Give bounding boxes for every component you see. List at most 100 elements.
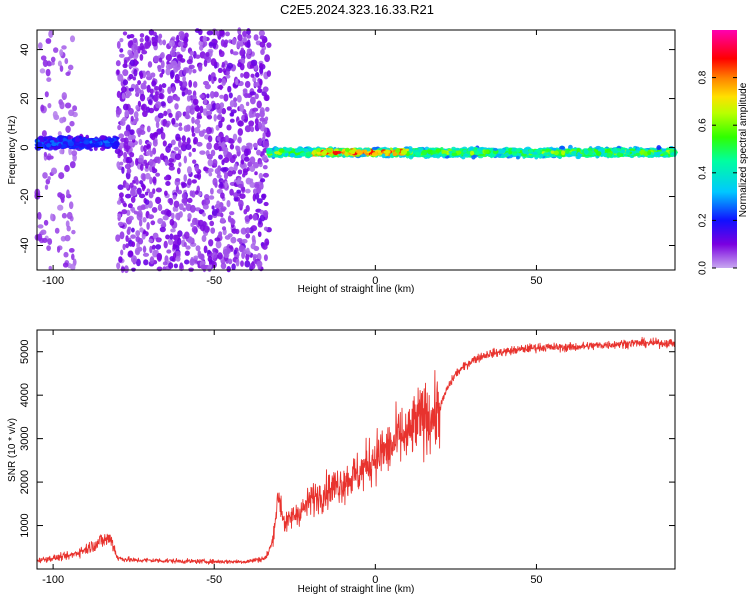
- heatmap-cell: [194, 127, 201, 134]
- heatmap-cell: [177, 189, 183, 195]
- heatmap-cell: [57, 204, 64, 211]
- heatmap-cell: [178, 211, 183, 218]
- heatmap-cell: [226, 199, 231, 208]
- heatmap-cell: [188, 64, 195, 70]
- heatmap-cell: [249, 262, 256, 270]
- heatmap-cell: [71, 229, 76, 235]
- heatmap-cell: [69, 120, 75, 127]
- heatmap-cell: [220, 217, 226, 223]
- heatmap-cell: [168, 157, 175, 163]
- heatmap-cell: [214, 237, 221, 242]
- heatmap-cell: [57, 131, 62, 137]
- heatmap-cell: [213, 91, 219, 98]
- heatmap-cell: [47, 102, 52, 109]
- heatmap-cell: [208, 74, 212, 82]
- y-tick-label: 2000: [19, 470, 31, 494]
- heatmap-cell: [229, 143, 235, 150]
- heatmap-cell: [169, 218, 175, 226]
- heatmap-cell: [183, 199, 188, 206]
- x-tick-label: 50: [530, 275, 542, 287]
- heatmap-cell: [561, 150, 566, 156]
- heatmap-cell: [99, 135, 106, 140]
- heatmap-cell: [172, 252, 177, 260]
- heatmap-cell: [68, 201, 74, 210]
- heatmap-cell: [231, 170, 237, 175]
- heatmap-cell: [126, 34, 131, 39]
- heatmap-cell: [184, 250, 190, 256]
- heatmap-cell: [258, 121, 262, 130]
- heatmap-cell: [230, 236, 237, 244]
- heatmap-cell: [199, 45, 204, 51]
- heatmap-cell: [144, 41, 151, 49]
- heatmap-cell: [139, 53, 144, 61]
- heatmap-cell: [218, 120, 223, 129]
- heatmap-cell: [142, 184, 146, 190]
- heatmap-cell: [229, 138, 234, 144]
- heatmap-cell: [201, 234, 207, 243]
- heatmap-cell: [235, 78, 239, 86]
- heatmap-cell: [143, 259, 149, 266]
- snr-x-label: Height of straight line (km): [298, 584, 415, 595]
- heatmap-cell: [40, 229, 47, 235]
- heatmap-cell: [508, 150, 513, 155]
- heatmap-cell: [168, 165, 175, 171]
- heatmap-cell: [159, 73, 164, 78]
- heatmap-cell: [263, 226, 268, 231]
- heatmap-cell: [142, 110, 148, 118]
- heatmap-cell: [171, 212, 175, 220]
- heatmap-cell: [160, 101, 166, 107]
- heatmap-cell: [118, 133, 125, 139]
- heatmap-cell: [441, 150, 448, 155]
- heatmap-cell: [86, 145, 91, 150]
- heatmap-cell: [647, 150, 652, 156]
- heatmap-cell: [177, 140, 182, 148]
- heatmap-cell: [442, 153, 447, 157]
- heatmap-cell: [261, 194, 266, 201]
- heatmap-cell: [119, 161, 124, 166]
- heatmap-cell: [37, 42, 43, 50]
- heatmap-cell: [146, 221, 150, 230]
- heatmap-cell: [264, 238, 270, 246]
- heatmap-cell: [253, 81, 260, 87]
- heatmap-cell: [266, 70, 272, 77]
- heatmap-cell: [166, 249, 172, 254]
- heatmap-cell: [195, 105, 200, 112]
- heatmap-cell: [162, 140, 167, 147]
- heatmap-cell: [197, 63, 203, 72]
- colorbar-ticks: 0.00.20.40.60.8: [698, 70, 737, 275]
- heatmap-cell: [147, 61, 153, 68]
- heatmap-cell: [550, 150, 555, 154]
- heatmap-cell: [243, 156, 250, 162]
- heatmap-cell: [262, 210, 269, 218]
- heatmap-cell: [116, 161, 121, 169]
- heatmap-cell: [175, 133, 181, 141]
- heatmap-cell: [209, 220, 215, 227]
- heatmap-cell: [42, 172, 48, 179]
- heatmap-cell: [66, 225, 71, 232]
- heatmap-cell: [254, 171, 258, 176]
- heatmap-cell: [83, 139, 90, 145]
- heatmap-cell: [252, 193, 256, 202]
- heatmap-cell: [216, 114, 223, 120]
- heatmap-cell: [257, 231, 262, 238]
- heatmap-cell: [202, 203, 209, 210]
- heatmap-cell: [119, 48, 124, 53]
- heatmap-cell: [206, 93, 210, 99]
- heatmap-cell: [151, 80, 157, 87]
- heatmap-cell: [656, 145, 662, 151]
- heatmap-cell: [252, 213, 258, 221]
- colorbar: 0.00.20.40.60.8 Normalized spectral ampl…: [698, 30, 749, 275]
- heatmap-cell: [226, 62, 234, 69]
- heatmap-cell: [257, 88, 263, 94]
- heatmap-cell: [116, 69, 120, 75]
- heatmap-cell: [211, 260, 217, 269]
- heatmap-cell: [133, 176, 139, 182]
- heatmap-cell: [231, 37, 237, 46]
- colorbar-gradient: [712, 30, 737, 268]
- heatmap-cell: [40, 104, 45, 112]
- heatmap-cell: [264, 54, 271, 63]
- heatmap-cell: [153, 55, 160, 63]
- heatmap-cell: [46, 245, 51, 252]
- heatmap-cell: [431, 150, 436, 155]
